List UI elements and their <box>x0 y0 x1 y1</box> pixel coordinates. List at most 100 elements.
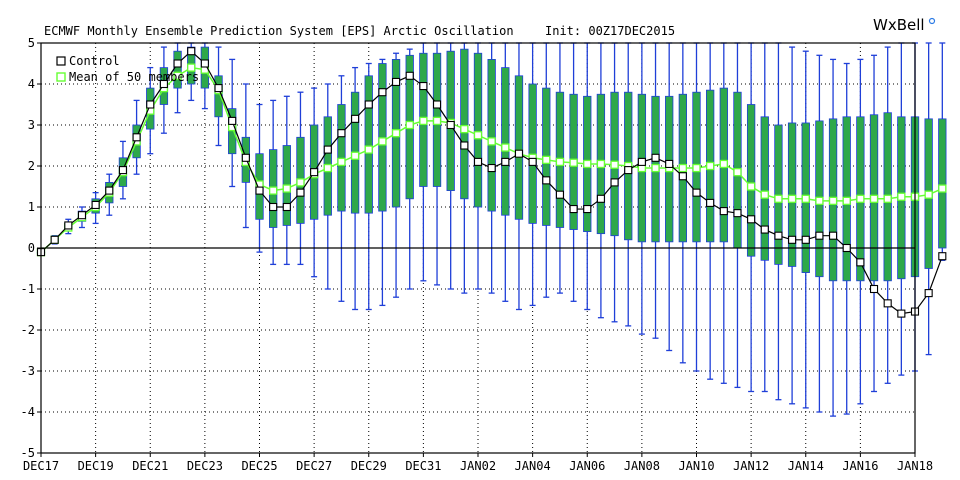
control-point <box>555 190 564 199</box>
control-point <box>392 77 401 86</box>
mean-point <box>692 163 701 173</box>
control-point <box>446 120 455 130</box>
control-point <box>296 188 305 197</box>
mean-point <box>883 194 892 203</box>
control-point <box>159 79 168 89</box>
legend-mean-marker <box>56 72 66 82</box>
control-point <box>829 231 838 240</box>
legend-control-label: Control <box>69 54 120 68</box>
control-point <box>938 252 947 261</box>
control-point <box>788 235 797 244</box>
legend: Control Mean of 50 members <box>56 54 199 84</box>
control-point <box>706 198 715 207</box>
control-point <box>105 186 114 195</box>
mean-point <box>569 158 578 167</box>
control-point <box>692 188 701 197</box>
mean-point <box>760 190 769 199</box>
control-point <box>665 159 674 168</box>
ensemble-box <box>514 75 524 220</box>
control-point <box>173 59 182 68</box>
y-tick-label: -2 <box>21 323 35 337</box>
control-point <box>323 145 332 154</box>
control-point <box>282 202 291 212</box>
x-tick-label: JAN08 <box>624 459 660 473</box>
mean-point <box>364 145 373 154</box>
control-point <box>801 235 810 244</box>
x-tick-label: DEC19 <box>78 459 114 473</box>
y-tick-label: -4 <box>21 405 35 419</box>
x-tick-label: DEC31 <box>405 459 441 473</box>
mean-point <box>391 129 401 138</box>
legend-control-marker <box>56 56 66 66</box>
y-tick-label: -1 <box>21 282 35 296</box>
mean-point <box>337 157 346 167</box>
y-tick-label: 1 <box>28 200 35 214</box>
control-point <box>64 221 73 230</box>
y-tick-label: 5 <box>28 36 35 50</box>
mean-point <box>746 182 756 191</box>
ensemble-box <box>746 104 756 257</box>
mean-point <box>787 194 797 203</box>
control-point <box>432 100 442 109</box>
ensemble-box <box>938 118 947 249</box>
y-tick-label: -5 <box>21 446 35 460</box>
x-tick-label: JAN02 <box>460 459 496 473</box>
mean-point <box>828 196 838 206</box>
control-series <box>36 47 947 318</box>
mean-point <box>801 194 810 203</box>
control-point <box>364 100 373 109</box>
x-tick-label: DEC23 <box>187 459 223 473</box>
control-point <box>610 178 619 187</box>
control-point <box>378 88 387 97</box>
control-point <box>310 168 319 177</box>
mean-point <box>460 124 469 134</box>
control-point <box>241 153 250 162</box>
mean-point <box>405 120 414 130</box>
control-point <box>637 157 646 166</box>
mean-point <box>842 196 851 206</box>
brand-logo-dot <box>928 17 936 25</box>
x-tick-label: JAN10 <box>678 459 714 473</box>
control-point <box>528 157 537 166</box>
control-point <box>487 164 496 173</box>
mean-point <box>282 184 291 193</box>
control-point <box>583 205 592 214</box>
control-point <box>132 133 141 142</box>
mean-point <box>419 116 428 126</box>
mean-point <box>856 194 865 203</box>
y-tick-label: 2 <box>28 159 35 173</box>
control-point <box>214 84 223 93</box>
ensemble-box <box>473 52 483 208</box>
y-tick-label: 4 <box>28 77 35 91</box>
mean-point <box>187 63 196 72</box>
control-point <box>883 299 892 308</box>
control-point <box>897 309 906 318</box>
mean-point <box>378 137 387 146</box>
control-point <box>50 235 59 244</box>
y-tick-label: -3 <box>21 364 35 378</box>
y-tick-label: 3 <box>28 118 35 132</box>
control-point <box>351 114 360 123</box>
control-point <box>856 258 865 267</box>
control-point <box>542 176 551 185</box>
control-point <box>719 207 728 216</box>
mean-point <box>897 192 906 201</box>
control-point <box>514 149 524 158</box>
x-tick-label: JAN14 <box>788 459 824 473</box>
control-point <box>118 166 127 175</box>
mean-point <box>651 163 660 173</box>
x-tick-label: JAN18 <box>897 459 933 473</box>
ensemble-box <box>501 67 510 216</box>
control-point <box>624 166 633 175</box>
control-point <box>255 186 264 195</box>
mean-point <box>501 143 510 152</box>
mean-point <box>173 71 182 80</box>
mean-point <box>815 196 824 206</box>
control-point <box>200 59 209 68</box>
x-tick-label: DEC25 <box>241 459 277 473</box>
control-point <box>815 231 824 240</box>
mean-point <box>269 186 278 195</box>
x-tick-label: DEC17 <box>23 459 59 473</box>
x-tick-label: JAN04 <box>515 459 551 473</box>
